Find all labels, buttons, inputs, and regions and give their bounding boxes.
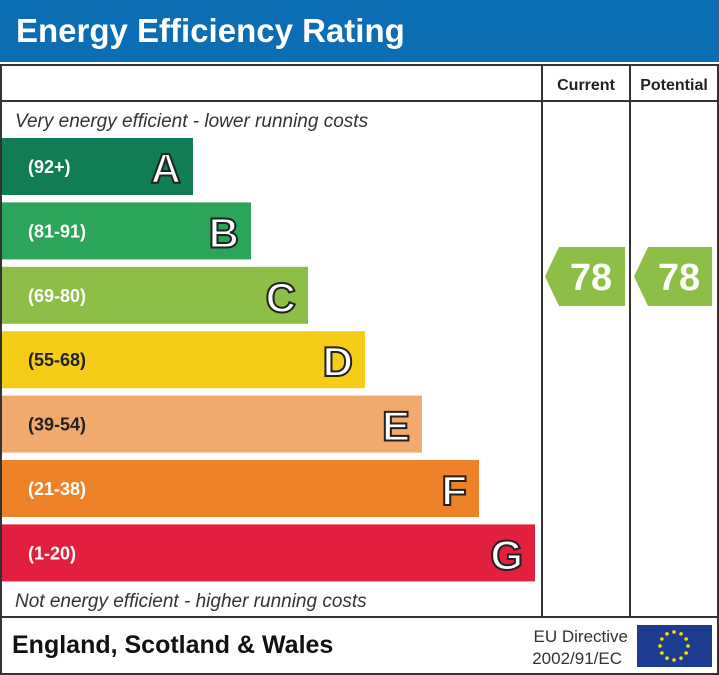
chart-title: Energy Efficiency Rating: [16, 12, 405, 49]
directive-line1: EU Directive: [534, 627, 628, 646]
band-letter-g: G: [490, 531, 523, 578]
chart-frame: [0, 64, 719, 675]
eu-star-icon: [660, 651, 664, 655]
bottom-note: Not energy efficient - higher running co…: [15, 591, 367, 612]
eu-star-icon: [665, 656, 669, 660]
band-letter-b: B: [209, 209, 239, 256]
eu-star-icon: [660, 637, 664, 641]
eu-star-icon: [672, 658, 676, 662]
potential-rating-value: 78: [658, 257, 700, 299]
current-rating-arrow: [545, 247, 625, 306]
top-note: Very energy efficient - lower running co…: [15, 111, 369, 132]
band-range-a: (92+): [28, 157, 71, 177]
band-range-c: (69-80): [28, 286, 86, 306]
band-letter-a: A: [151, 145, 181, 192]
band-bar-a: [2, 138, 193, 195]
band-letter-e: E: [382, 403, 410, 450]
band-range-e: (39-54): [28, 415, 86, 435]
title-bar: Energy Efficiency Rating: [0, 0, 719, 62]
band-bar-e: [2, 395, 422, 453]
band-bar-c: [2, 266, 308, 324]
band-letter-f: F: [441, 467, 467, 514]
eu-star-icon: [658, 644, 662, 648]
band-bar-f: [2, 460, 479, 517]
band-bar-d: [2, 331, 365, 389]
eu-star-icon: [679, 656, 683, 660]
eu-star-icon: [665, 632, 669, 636]
band-range-b: (81-91): [28, 221, 86, 241]
directive-line2: 2002/91/EC: [532, 649, 622, 668]
eu-star-icon: [679, 632, 683, 636]
column-header-potential: Potential: [640, 77, 708, 94]
band-bar-b: [2, 202, 251, 260]
band-range-d: (55-68): [28, 350, 86, 370]
eu-star-icon: [684, 637, 688, 641]
footer-region: England, Scotland & Wales: [12, 631, 333, 659]
eu-star-icon: [684, 651, 688, 655]
band-bar-g: [2, 524, 535, 582]
eu-flag: [637, 625, 712, 667]
band-letter-c: C: [266, 274, 296, 321]
potential-rating-arrow: [634, 247, 712, 306]
eu-star-icon: [672, 630, 676, 634]
band-letter-d: D: [323, 338, 353, 385]
current-rating-value: 78: [570, 257, 612, 299]
column-header-current: Current: [557, 77, 615, 94]
band-range-g: (1-20): [28, 543, 76, 563]
eu-star-icon: [686, 644, 690, 648]
band-range-f: (21-38): [28, 479, 86, 499]
